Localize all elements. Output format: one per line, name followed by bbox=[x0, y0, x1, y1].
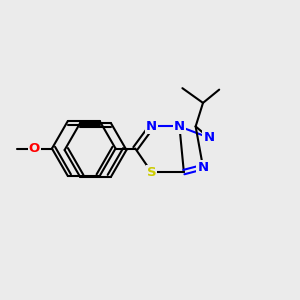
Text: N: N bbox=[197, 160, 208, 174]
Text: N: N bbox=[174, 120, 185, 133]
Text: N: N bbox=[203, 131, 214, 144]
Text: O: O bbox=[29, 142, 40, 155]
Text: S: S bbox=[147, 166, 156, 178]
Text: N: N bbox=[146, 120, 157, 133]
